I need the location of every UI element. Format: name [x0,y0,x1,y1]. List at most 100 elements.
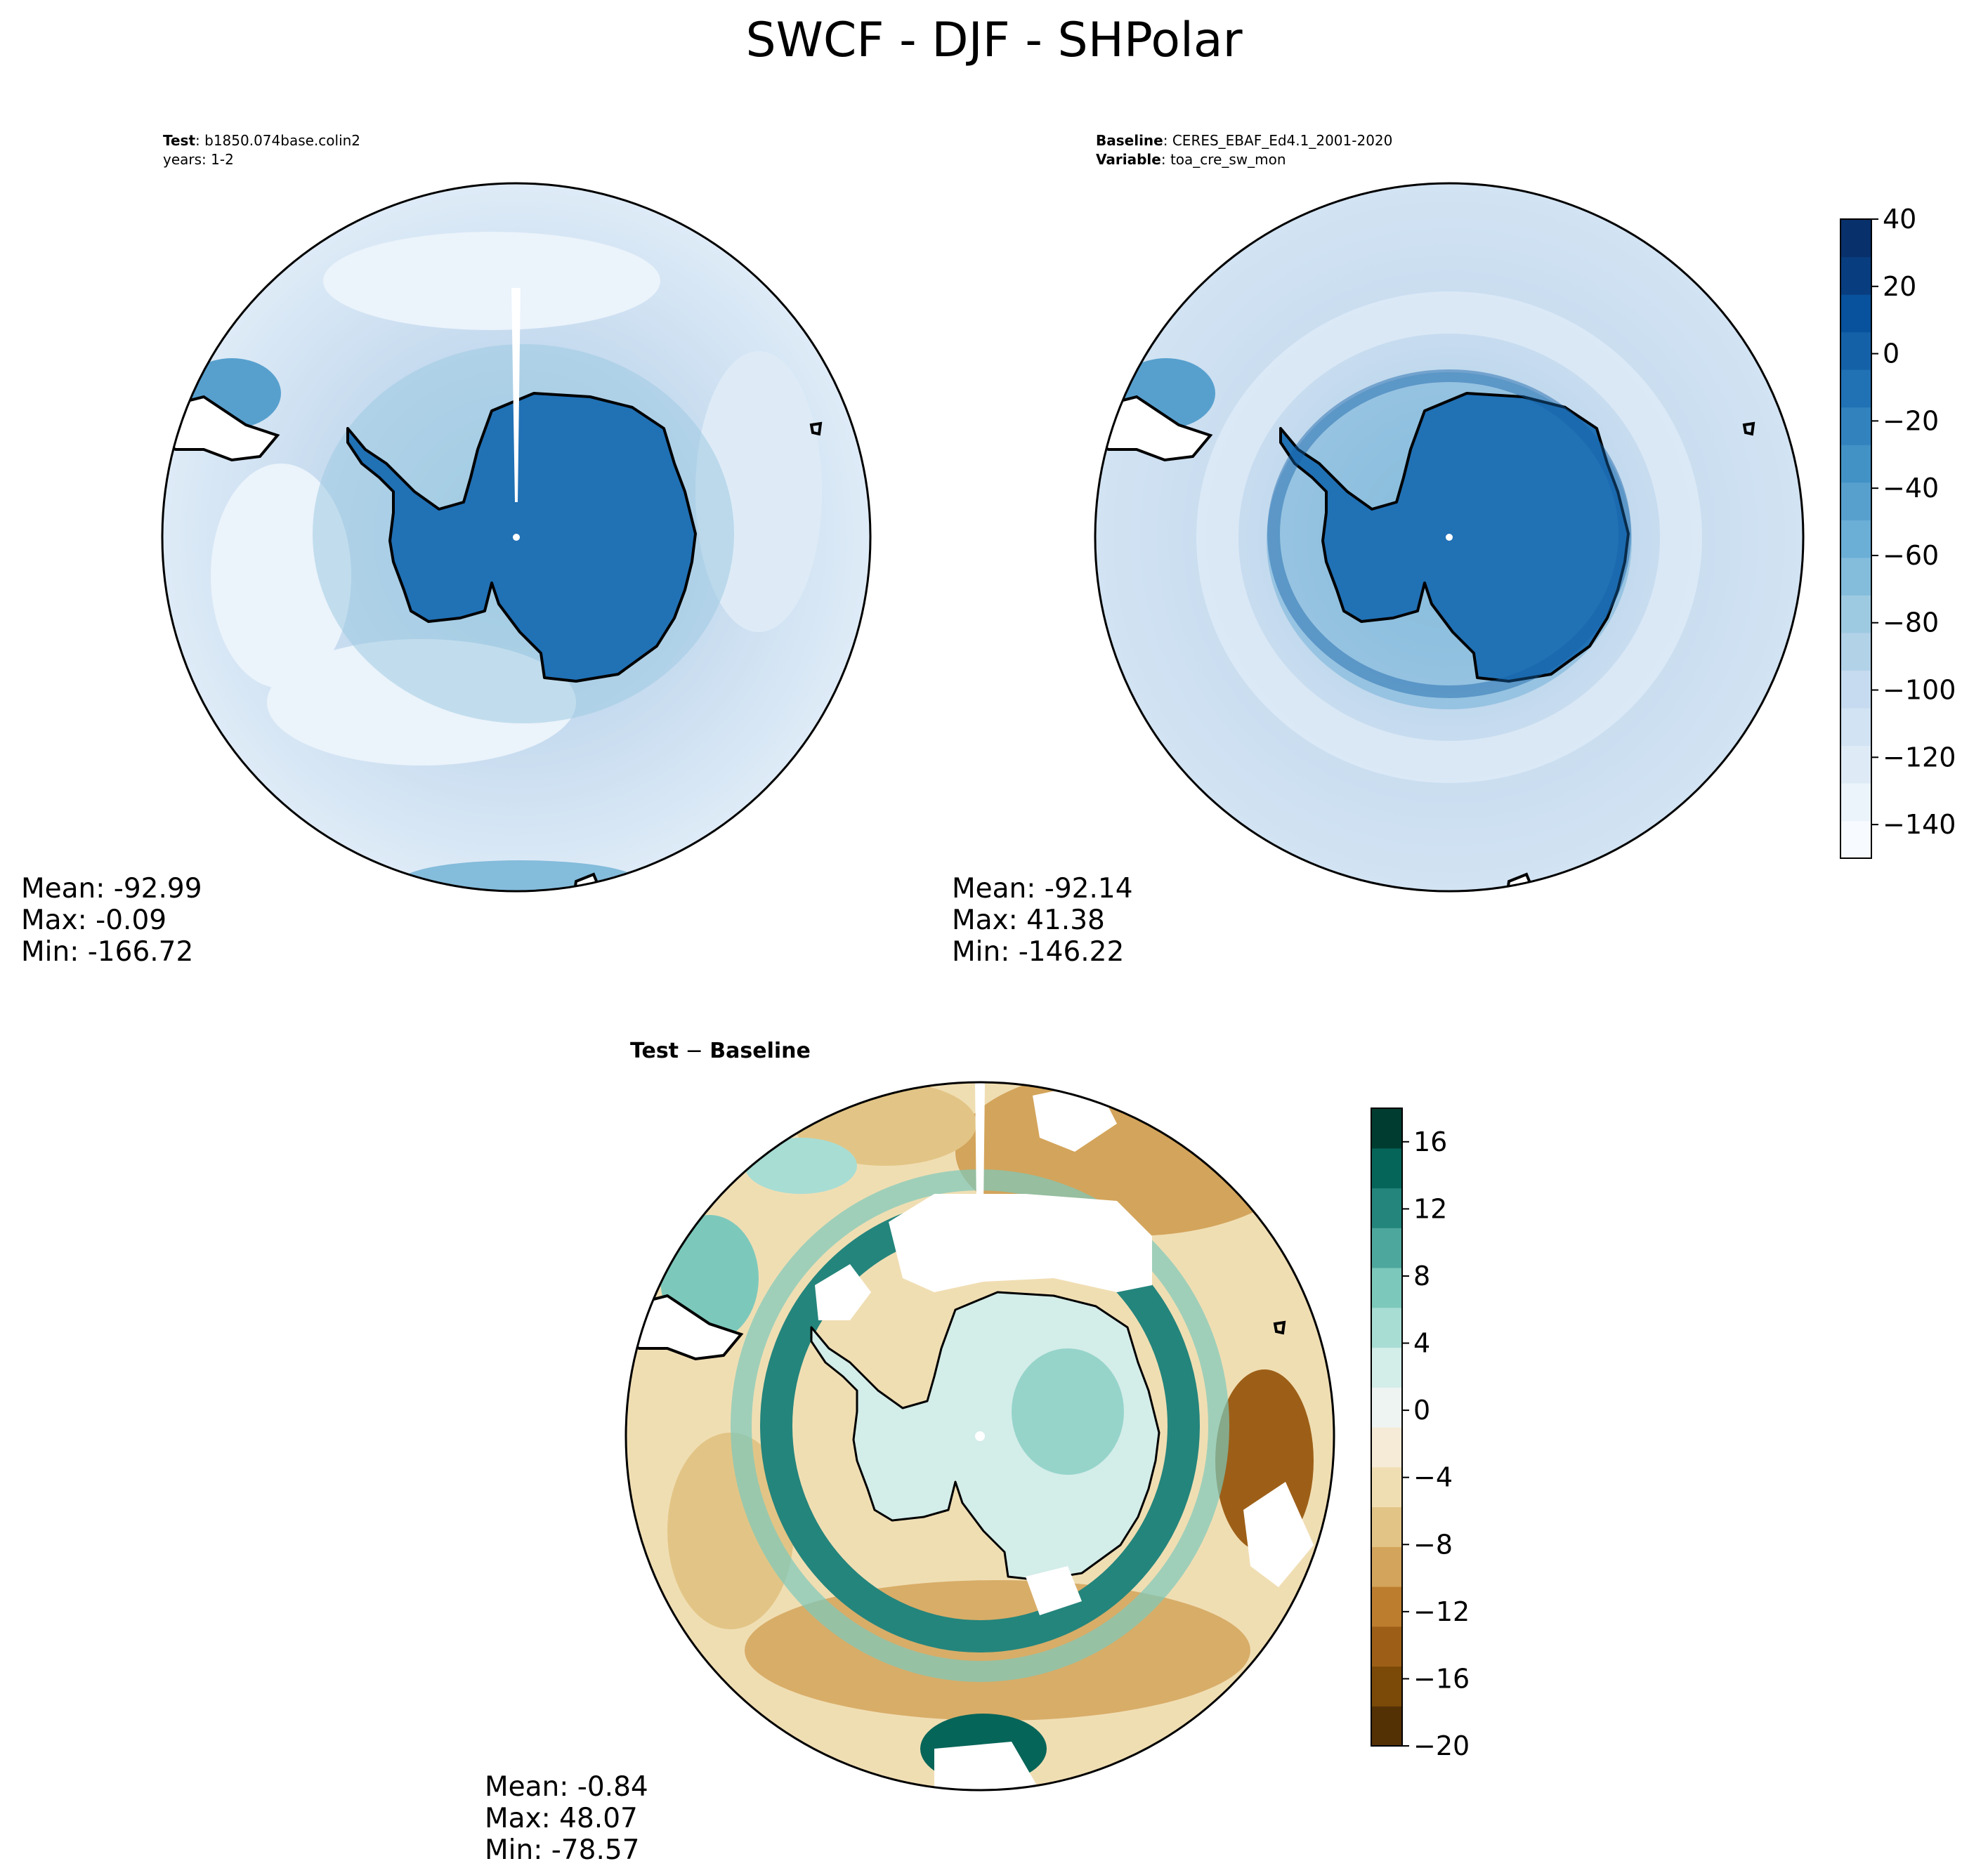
diff-min: Min: -78.57 [485,1834,639,1866]
test-map-light-patch [323,232,660,330]
colorbar-swatch [1371,1546,1402,1587]
test-map-island [809,421,823,436]
baseline-label-sep: : [1163,132,1172,149]
colorbar-tick-label: −16 [1413,1663,1470,1694]
colorbar-swatch [1840,670,1871,709]
baseline-colorbar: 40 20 0 −20 −40 −60 −80 −100 −120 −140 [1840,204,1956,859]
diff-map-missing-region [934,1742,1040,1790]
colorbar-tick-label: 20 [1883,271,1916,302]
colorbar-tick-label: 4 [1413,1328,1430,1359]
diff-map-missing-region [1243,1482,1314,1587]
test-label-bold: Test [163,132,195,149]
colorbar-tick-label: −80 [1883,607,1939,638]
colorbar-swatch [1371,1307,1402,1348]
diff-title-minus: − [679,1039,709,1063]
baseline-map-antarctica [1279,392,1630,683]
colorbar-swatch [1840,445,1871,483]
baseline-label-bold: Baseline [1096,132,1163,149]
test-map [162,183,870,891]
colorbar-tick-label: 8 [1413,1261,1430,1292]
colorbar-swatch [1371,1268,1402,1308]
colorbar-swatch [1371,1666,1402,1707]
baseline-variable: Variable: toa_cre_sw_mon [1096,151,1286,168]
colorbar-swatch [1840,520,1871,558]
test-label-sep: : [195,132,204,149]
colorbar-swatch [1371,1347,1402,1388]
diff-map [626,1082,1334,1790]
colorbar-swatch [1371,1706,1402,1747]
colorbar-swatch [1371,1506,1402,1547]
colorbar-tick-label: −20 [1883,405,1939,436]
diff-colorbar: 16 12 8 4 0 −4 −8 −12 −16 −20 [1371,1108,1470,1761]
colorbar-tick-label: 16 [1413,1126,1447,1157]
colorbar-swatch [1840,294,1871,333]
diff-title-test: Test [630,1039,679,1063]
baseline-mean: Mean: -92.14 [952,873,1133,905]
colorbar-swatch [1371,1466,1402,1508]
colorbar-swatch [1840,745,1871,784]
diff-map-teal-patch [745,1138,857,1194]
colorbar-swatch [1840,407,1871,445]
baseline-map [1095,183,1803,891]
diff-map-frame [624,1081,1335,1792]
colorbar-tick-label: −20 [1413,1730,1470,1761]
colorbar-frame [1371,1108,1403,1747]
colorbar-swatch [1840,820,1871,859]
diff-map-missing-region [815,1264,871,1320]
test-map-frame [161,182,872,893]
baseline-variable-sep: : [1161,151,1170,168]
test-map-antarctica [346,392,697,683]
baseline-max: Max: 41.38 [952,905,1105,936]
baseline-name: CERES_EBAF_Ed4.1_2001-2020 [1172,132,1393,149]
colorbar-swatch [1840,482,1871,520]
colorbar-frame [1840,218,1872,859]
test-map-pole-marker [513,534,520,541]
colorbar-swatch [1840,707,1871,747]
diff-max: Max: 48.07 [485,1803,638,1834]
colorbar-tick-label: −120 [1883,742,1956,773]
baseline-label: Baseline: CERES_EBAF_Ed4.1_2001-2020 [1096,132,1392,149]
test-mean: Mean: -92.99 [21,873,202,905]
colorbar-swatch [1840,782,1871,822]
diff-map-missing-region [1026,1566,1082,1615]
colorbar-swatch [1840,369,1871,408]
diff-panel: Test − Baseline [485,1039,1470,1866]
colorbar-swatch [1840,595,1871,633]
diff-map-island [1273,1320,1286,1335]
diff-map-missing-strip [975,1082,985,1208]
colorbar-swatch [1840,331,1871,370]
colorbar-tick-label: 12 [1413,1193,1447,1224]
colorbar-swatch [1840,256,1871,295]
colorbar-swatch [1840,632,1871,671]
colorbar-tick-label: −60 [1883,540,1939,571]
baseline-min: Min: -146.22 [952,936,1124,968]
baseline-panel: Baseline: CERES_EBAF_Ed4.1_2001-2020 Var… [952,132,1956,968]
colorbar-swatch [1371,1427,1402,1468]
colorbar-tick-label: −140 [1883,809,1956,840]
colorbar-swatch [1371,1228,1402,1268]
colorbar-swatch [1840,557,1871,596]
baseline-variable-bold: Variable [1096,151,1161,168]
baseline-map-pole-marker [1446,534,1453,541]
colorbar-swatch [1371,1387,1402,1428]
baseline-map-light-ring [1196,291,1702,783]
colorbar-swatch [1371,1148,1402,1189]
diff-map-interior-patch [1012,1348,1124,1475]
diff-mean: Mean: -0.84 [485,1771,648,1803]
colorbar-tick-label: 40 [1883,204,1916,235]
diff-map-brown-patch [667,1433,794,1629]
test-map-dark-patch [400,860,639,891]
test-map-missing-strip [511,288,521,502]
baseline-map-coast-edge [1267,369,1631,698]
colorbar-swatch [1371,1108,1402,1149]
colorbar-tick-label: −100 [1883,675,1956,706]
test-years: years: 1-2 [163,151,234,168]
baseline-variable-value: toa_cre_sw_mon [1170,151,1286,168]
colorbar-tick-label: −4 [1413,1462,1453,1493]
colorbar-tick-label: 0 [1883,339,1899,369]
test-panel: Test: b1850.074base.colin2 years: 1-2 Me… [21,132,872,968]
colorbar-tick-label: 0 [1413,1395,1430,1426]
test-name: b1850.074base.colin2 [204,132,360,149]
diff-map-missing-region [889,1194,1152,1292]
